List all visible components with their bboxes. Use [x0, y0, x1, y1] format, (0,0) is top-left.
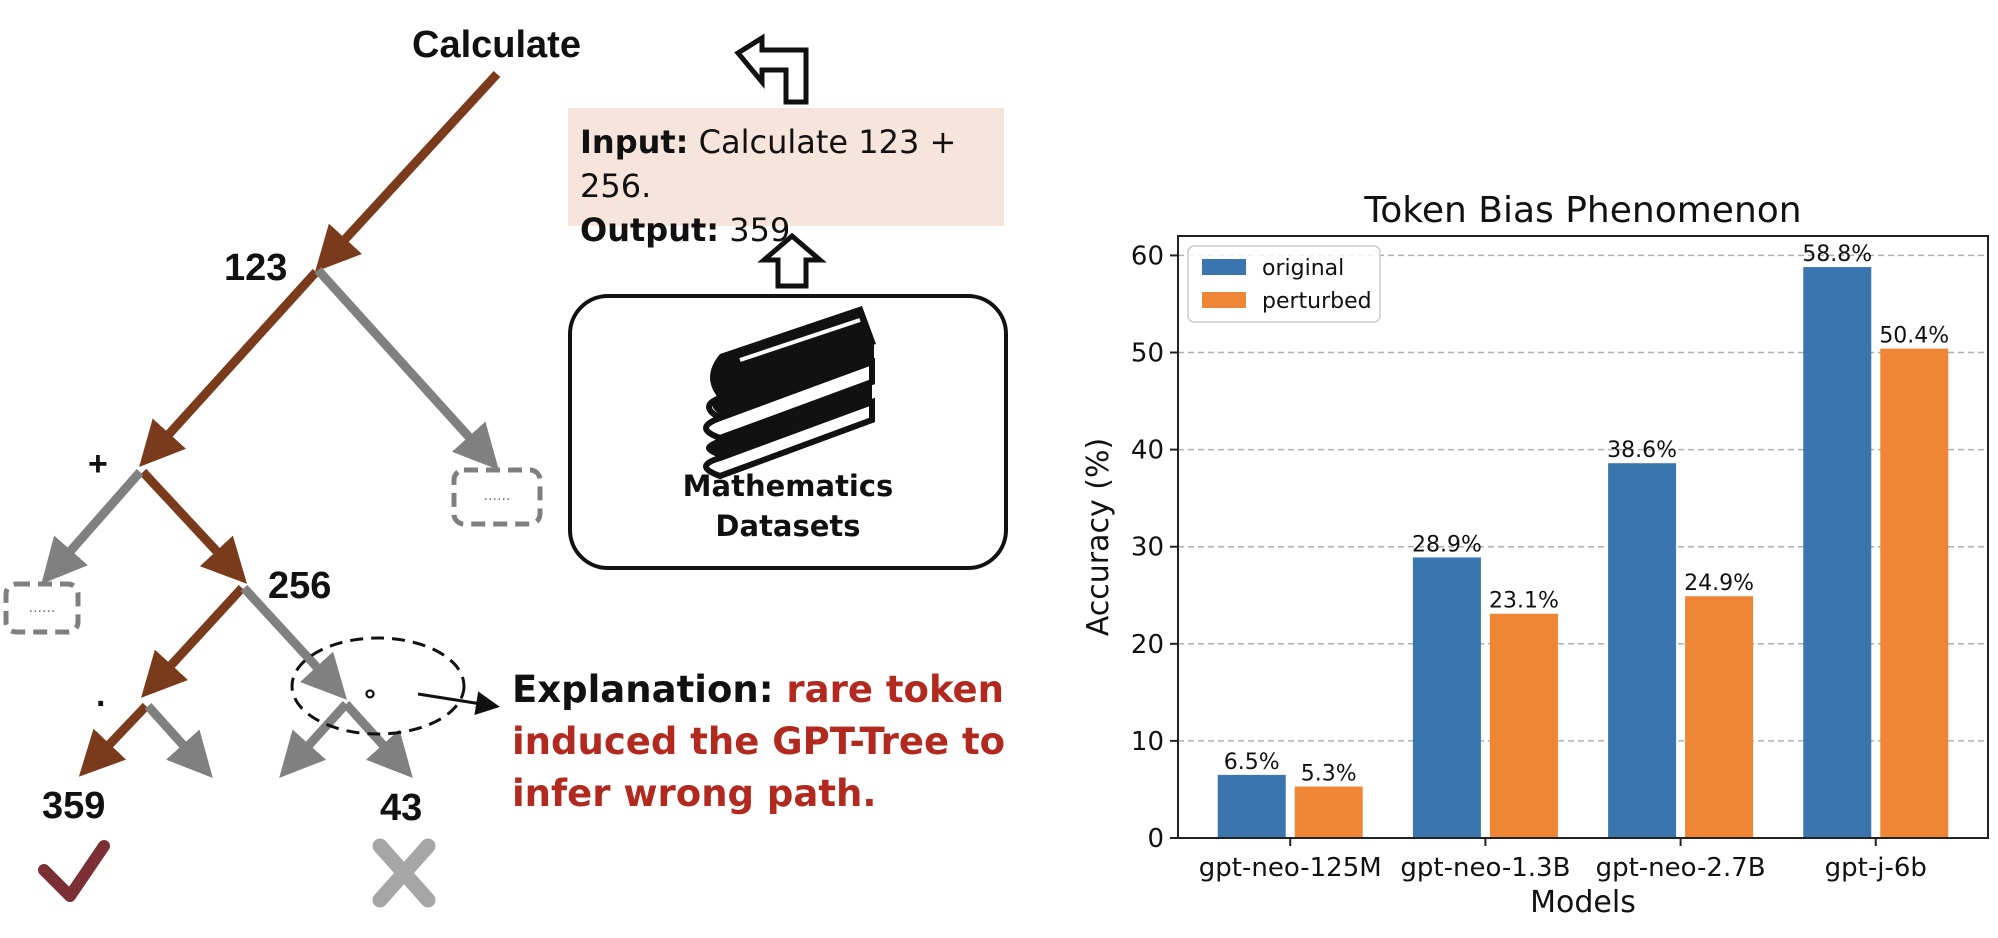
bar-perturbed-3: [1880, 348, 1949, 838]
plot-frame: [1177, 235, 1989, 839]
tree-node-359: 359: [42, 785, 105, 827]
legend: original perturbed: [1187, 245, 1381, 323]
tree-root-label: Calculate: [412, 24, 581, 66]
input-output-box: Input: Calculate 123 + 256. Output: 359: [568, 108, 1004, 249]
tree-node-43: 43: [380, 787, 422, 829]
output-label: Output:: [580, 211, 720, 249]
legend-label-perturbed: perturbed: [1262, 289, 1372, 314]
placeholder-box-left: ......: [3, 581, 81, 635]
explanation-text-2: induced the GPT-Tree to: [512, 720, 1006, 763]
input-label: Input:: [580, 123, 689, 161]
bar-perturbed-0: [1294, 786, 1363, 838]
bar-original-0: [1217, 774, 1286, 838]
output-text: 359: [719, 211, 791, 249]
up-arrow-icon: [757, 232, 827, 289]
explanation-pointer-arrow: [417, 691, 500, 716]
bar-original-1: [1412, 557, 1481, 838]
bar-value-labels: 6.5% 5.3% 28.9% 23.1% 38.6% 24.9% 58.8% 50.4%: [1224, 242, 1949, 786]
placeholder-text: ......: [484, 488, 511, 504]
x-tick-label: gpt-j-6b: [1825, 853, 1927, 883]
bar-value-label: 50.4%: [1879, 324, 1949, 349]
x-tick-label: gpt-neo-125M: [1199, 853, 1382, 883]
bar-value-label: 5.3%: [1301, 762, 1357, 787]
y-tick-label: 50: [1131, 339, 1164, 369]
legend-label-original: original: [1262, 256, 1344, 281]
tree-node-degree: °: [364, 684, 376, 717]
bar-chart: Token Bias Phenomenon 6.5% 5.3% 28.9% 23.1%…: [1081, 190, 1989, 920]
y-tick-label: 30: [1131, 533, 1164, 563]
explanation-line1: Explanation: rare token: [512, 664, 1032, 716]
dataset-label: Mathematics Datasets: [570, 466, 1006, 546]
tree-node-256: 256: [268, 565, 331, 607]
correct-path: [78, 70, 501, 777]
bar-value-label: 24.9%: [1684, 571, 1754, 596]
placeholder-text: ......: [29, 600, 56, 616]
bar-original-2: [1608, 463, 1677, 838]
x-tick-label: gpt-neo-2.7B: [1596, 853, 1766, 883]
input-line: Input: Calculate 123 + 256.: [580, 120, 992, 208]
explanation-text-1: rare token: [773, 668, 1004, 711]
return-arrow-icon: [734, 33, 809, 105]
other-paths: [41, 266, 499, 779]
legend-swatch-perturbed: [1202, 292, 1246, 308]
check-icon: [38, 840, 110, 902]
tree-diagram: Calculate 123 + 256 . ° 359 43 ...... ..…: [3, 24, 1008, 908]
chart-title: Token Bias Phenomenon: [1363, 190, 1801, 231]
bar-perturbed-1: [1489, 613, 1558, 838]
y-tick-label: 10: [1131, 727, 1164, 757]
tree-node-dot: .: [96, 676, 105, 714]
explanation-text-3: infer wrong path.: [512, 772, 877, 815]
y-tick-label: 60: [1131, 241, 1164, 271]
bar-value-label: 6.5%: [1224, 750, 1280, 775]
rare-token-highlight: [290, 636, 466, 736]
bar-original-3: [1803, 267, 1872, 839]
y-tick-label: 40: [1131, 436, 1164, 466]
books-icon: [703, 306, 876, 480]
legend-swatch-original: [1202, 259, 1246, 275]
explanation-label: Explanation:: [512, 668, 774, 711]
y-tick-label: 0: [1147, 824, 1164, 854]
bar-perturbed-2: [1685, 596, 1754, 838]
tree-node-plus: +: [88, 445, 108, 483]
y-axis-ticks: 0 10 20 30 40 50 60: [1131, 241, 1178, 854]
placeholder-box-right: ......: [451, 467, 543, 527]
cross-icon: [372, 838, 436, 908]
bars: [1217, 267, 1949, 839]
y-axis-label: Accuracy (%): [1081, 438, 1116, 636]
dataset-label-line1: Mathematics: [682, 469, 894, 503]
bar-value-label: 58.8%: [1802, 242, 1872, 267]
input-text: Calculate 123 + 256.: [580, 123, 957, 205]
bar-value-label: 38.6%: [1607, 438, 1677, 463]
bar-value-label: 28.9%: [1412, 532, 1482, 557]
explanation-text: Explanation: rare token induced the GPT-…: [512, 664, 1032, 820]
y-tick-label: 20: [1131, 630, 1164, 660]
x-axis-label: Models: [1530, 885, 1636, 920]
bar-value-label: 23.1%: [1489, 589, 1559, 614]
x-tick-label: gpt-neo-1.3B: [1400, 853, 1570, 883]
dataset-label-line2: Datasets: [715, 509, 861, 543]
output-line: Output: 359: [580, 208, 992, 252]
tree-node-123: 123: [224, 247, 287, 289]
x-axis-ticks: gpt-neo-125M gpt-neo-1.3B gpt-neo-2.7B gpt-…: [1199, 838, 1927, 883]
